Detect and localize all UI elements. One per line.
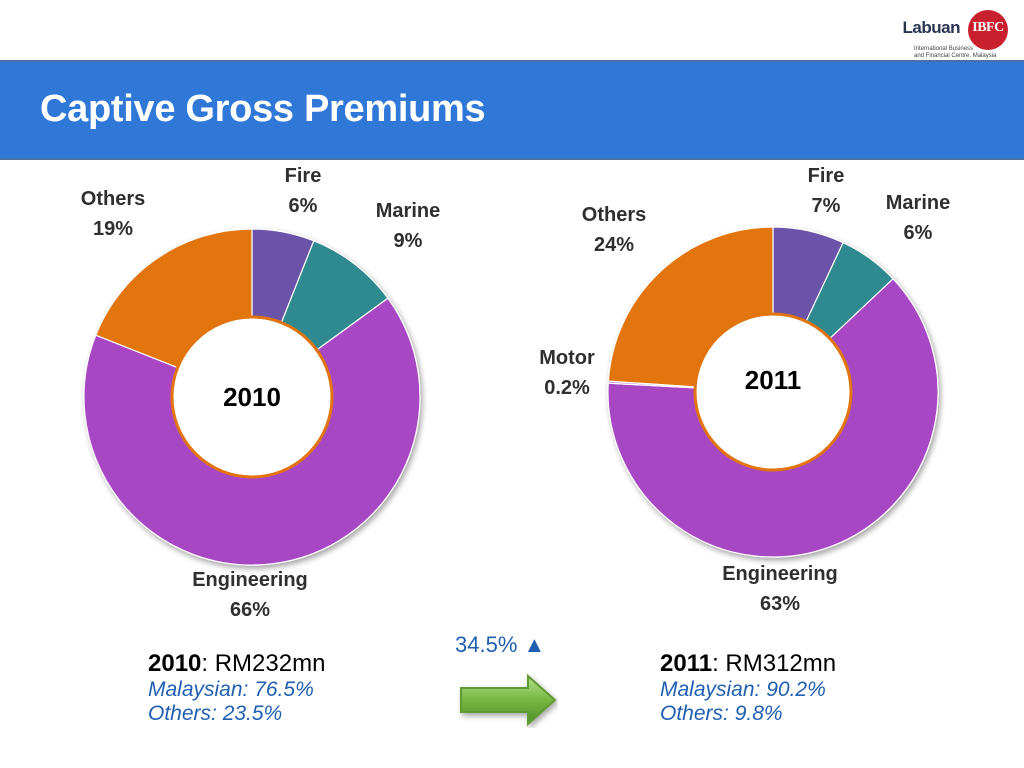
title-band — [0, 60, 1024, 160]
label-fire: Fire 7% — [808, 165, 845, 217]
donut-chart-2011: 2011 Fire 7% Marine 6% Engineering 63% Motor 0.2… — [539, 165, 950, 615]
logo-mark: IBFC — [968, 10, 1008, 50]
summary-2011-others: Others: 9.8% — [660, 702, 783, 725]
growth-up-icon: ▲ — [523, 632, 546, 657]
label-others: Others 19% — [81, 188, 145, 240]
logo-subtitle: International Business and Financial Cen… — [914, 46, 1004, 60]
summary-2010-malaysian: Malaysian: 76.5% — [148, 678, 314, 701]
donut-hole — [693, 312, 853, 472]
right-arrow-icon — [458, 672, 558, 733]
donut-chart-2010: 2010 Fire 6% Marine 9% Engineering 66% Others 19… — [81, 165, 440, 621]
summary-2011: 2011: RM312mn Malaysian: 90.2% Others: 9… — [660, 650, 836, 726]
label-others: Others 24% — [582, 204, 646, 256]
logo-mark-text: IBFC — [972, 20, 1004, 35]
slide-title: Captive Gross Premiums — [40, 88, 486, 130]
summary-2010-amount: : RM232mn — [201, 650, 326, 677]
logo-subtitle-line2: and Financial Centre, Malaysia — [914, 53, 997, 59]
growth-value: 34.5% — [455, 632, 518, 657]
donut-charts: 2010 Fire 6% Marine 9% Engineering 66% Others 19… — [81, 165, 950, 621]
logo-subtitle-line1: International Business — [914, 46, 974, 52]
summary-2010-year: 2010 — [148, 650, 202, 677]
summary-2011-malaysian: Malaysian: 90.2% — [660, 678, 826, 701]
summary-2011-year: 2011 — [660, 650, 713, 677]
donut-hole — [170, 315, 334, 479]
label-fire: Fire 6% — [285, 165, 322, 217]
center-year-label: 2010 — [223, 382, 281, 412]
labuan-ibfc-logo: Labuan IBFC International Business and F… — [882, 8, 1012, 59]
logo-word: Labuan — [902, 18, 961, 37]
summary-2010-others: Others: 23.5% — [148, 702, 283, 725]
summary-2010: 2010: RM232mn Malaysian: 76.5% Others: 2… — [148, 650, 325, 726]
growth-indicator: 34.5% ▲ — [455, 632, 545, 658]
label-engineering: Engineering 63% — [722, 563, 838, 615]
center-year-label: 2011 — [745, 365, 801, 395]
label-marine: Marine 9% — [376, 200, 440, 252]
summary-2011-amount: : RM312mn — [712, 650, 837, 677]
label-marine: Marine 6% — [886, 192, 950, 244]
label-engineering: Engineering 66% — [192, 569, 308, 621]
label-motor: Motor 0.2% — [539, 347, 595, 399]
